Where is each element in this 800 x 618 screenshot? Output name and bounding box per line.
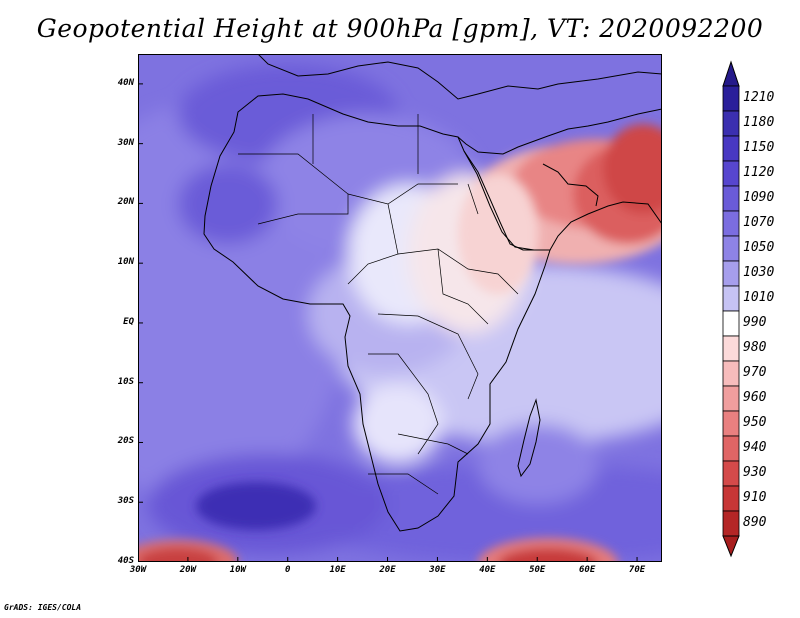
colorbar-level-label: 980	[743, 339, 767, 355]
colorbar-level-label: 1010	[743, 289, 775, 305]
colorbar-swatch	[722, 260, 740, 287]
lon-label: 40E	[479, 565, 496, 575]
colorbar-level-label: 1180	[743, 114, 775, 130]
lon-label: 70E	[628, 565, 646, 575]
colorbar-swatch	[722, 160, 740, 187]
lon-label: 20W	[179, 565, 197, 575]
lon-label: 50E	[529, 565, 546, 575]
colorbar-level-label: 940	[743, 439, 767, 455]
colorbar-arrow-bottom	[722, 535, 740, 558]
coastlines	[203, 54, 662, 532]
lon-label: 20E	[379, 565, 396, 575]
lon-label: 0	[284, 565, 291, 575]
colorbar-swatch	[722, 360, 740, 387]
colorbar-level-label: 1050	[743, 239, 775, 255]
colorbar-level-label: 990	[743, 314, 767, 330]
map-canvas	[138, 54, 662, 562]
lat-label: 40N	[117, 77, 134, 88]
colorbar-swatch	[722, 210, 740, 237]
colorbar-swatch	[722, 235, 740, 262]
borders	[238, 114, 519, 495]
colorbar-swatch	[722, 110, 740, 137]
colorbar-swatch	[722, 285, 740, 312]
colorbar-level-label: 1030	[743, 264, 775, 280]
lat-label: EQ	[123, 316, 134, 327]
colorbar-swatch	[722, 185, 740, 212]
colorbar-level-label: 930	[743, 464, 767, 480]
colorbar-level-label: 960	[743, 389, 767, 405]
colorbar-level-label: 1070	[743, 214, 775, 230]
plot-frame	[138, 54, 662, 562]
colorbar-level-label: 1090	[743, 189, 775, 205]
colorbar-level-label: 970	[743, 364, 767, 380]
lat-label: 10S	[117, 376, 134, 387]
colorbar-swatch	[722, 485, 740, 512]
credit-text: GrADS: IGES/COLA	[4, 603, 82, 612]
colorbar-level-label: 1210	[743, 89, 775, 105]
lon-label: 30E	[429, 565, 446, 575]
colorbar-swatch	[722, 85, 740, 112]
colorbar-arrow-top	[722, 60, 740, 87]
colorbar-level-label: 950	[743, 414, 767, 430]
colorbar-swatch	[722, 310, 740, 337]
colorbar-level-label: 910	[743, 489, 767, 505]
colorbar-level-label: 1150	[743, 139, 775, 155]
colorbar-swatch	[722, 435, 740, 462]
axis-ticks	[138, 83, 638, 562]
chart-title: Geopotential Height at 900hPa [gpm], VT:…	[36, 14, 764, 43]
colorbar-swatch	[722, 460, 740, 487]
lat-label: 20N	[117, 197, 134, 208]
colorbar-swatch	[722, 335, 740, 362]
lon-label: 10E	[329, 565, 346, 575]
colorbar-swatch	[722, 135, 740, 162]
lon-label: 10W	[229, 565, 246, 575]
lat-label: 10N	[117, 257, 134, 268]
colorbar-swatch	[722, 510, 740, 537]
lat-label: 40S	[117, 556, 134, 566]
height-field	[138, 54, 662, 562]
lat-label: 30N	[117, 137, 134, 148]
colorbar-level-label: 1120	[743, 164, 775, 180]
colorbar-swatch	[722, 385, 740, 412]
lon-label: 30W	[129, 565, 147, 575]
lat-label: 30S	[117, 496, 134, 507]
map-plot	[138, 54, 662, 562]
colorbar-swatch	[722, 410, 740, 437]
lat-label: 20S	[117, 436, 134, 447]
colorbar-level-label: 890	[743, 514, 767, 530]
lon-label: 60E	[579, 565, 596, 575]
